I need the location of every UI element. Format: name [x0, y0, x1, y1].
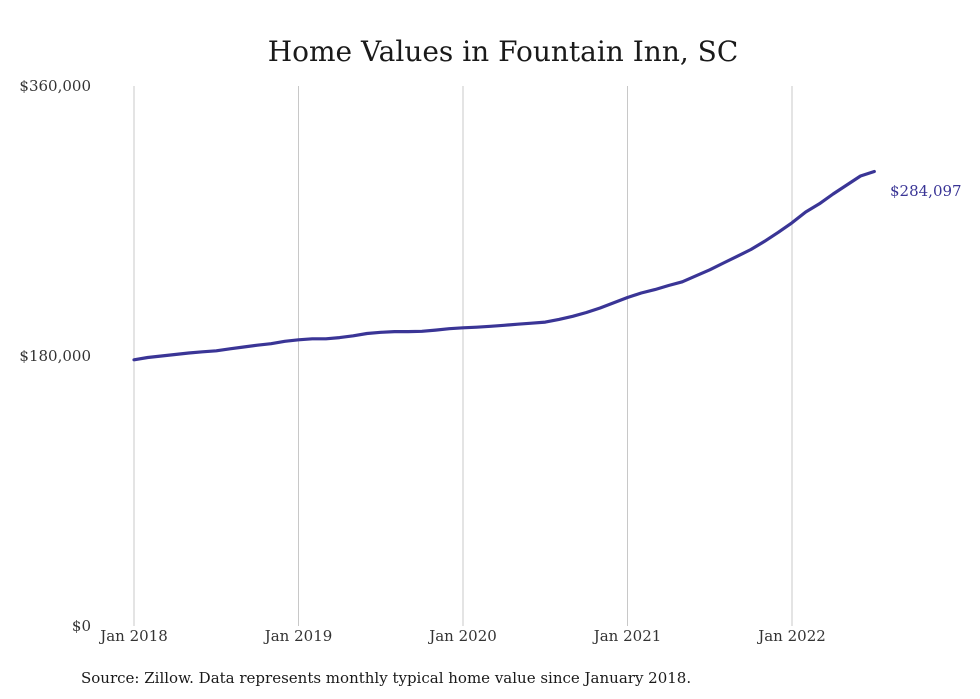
series-line-home-value: [132, 169, 876, 362]
source-note: Source: Zillow. Data represents monthly …: [81, 669, 691, 687]
gridlines: [133, 86, 793, 626]
y-tick-label: $0: [72, 617, 91, 635]
x-tick-label: Jan 2022: [756, 627, 826, 645]
x-tick-label: Jan 2019: [263, 627, 333, 645]
chart-title: Home Values in Fountain Inn, SC: [268, 35, 739, 68]
end-value-label: $284,097: [890, 182, 962, 200]
y-tick-label: $360,000: [19, 77, 91, 95]
x-tick-label: Jan 2018: [98, 627, 168, 645]
x-axis-ticks: Jan 2018 Jan 2019 Jan 2020 Jan 2021 Jan 2022: [98, 627, 826, 645]
y-tick-label: $180,000: [19, 347, 91, 365]
x-tick-label: Jan 2020: [427, 627, 497, 645]
x-tick-label: Jan 2021: [592, 627, 662, 645]
y-axis-ticks: $0 $180,000 $360,000: [19, 77, 91, 635]
